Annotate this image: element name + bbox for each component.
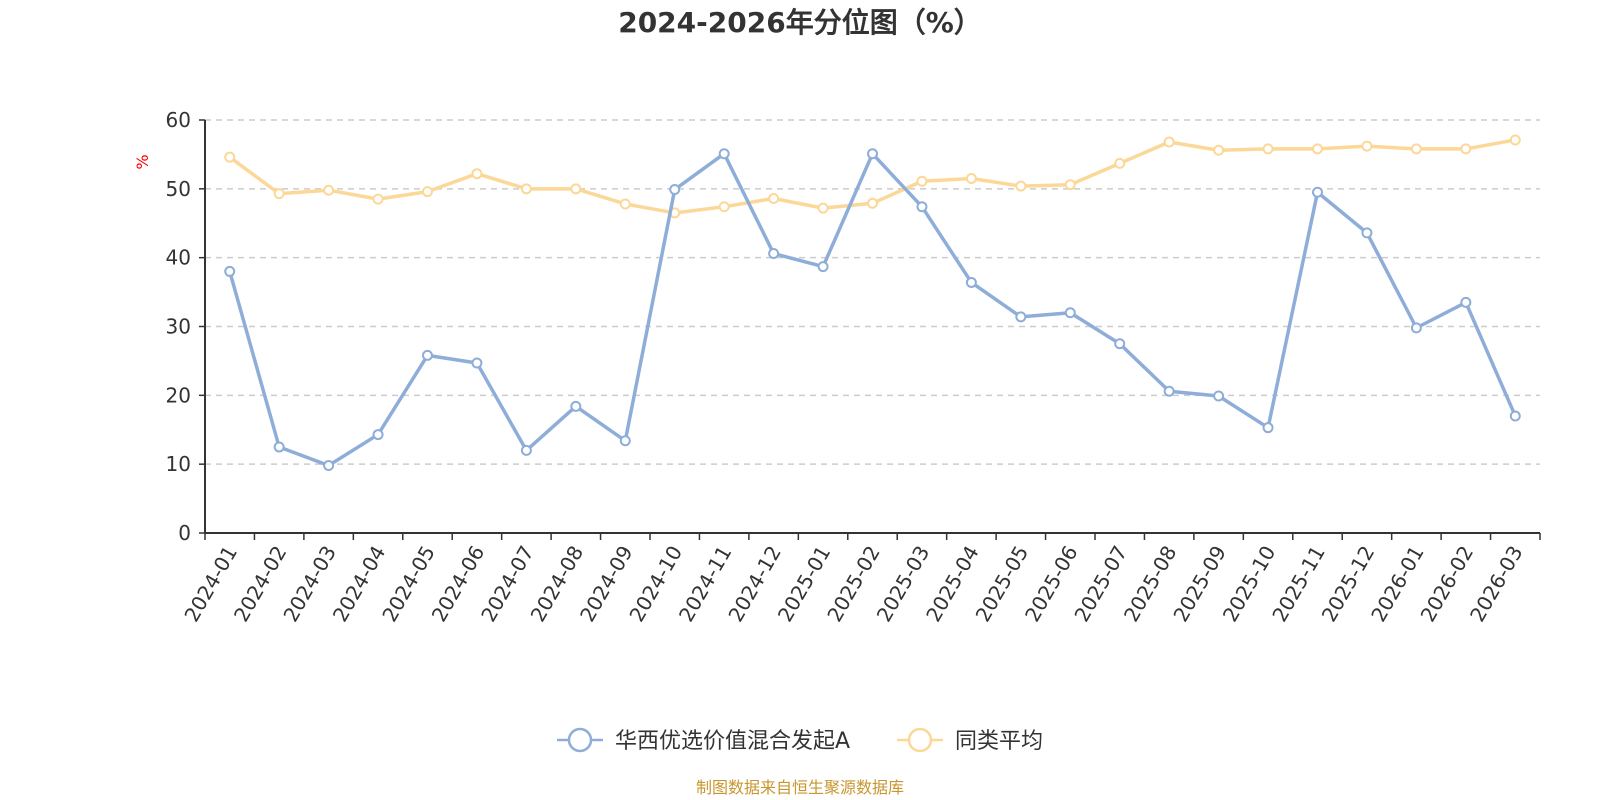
- data-point[interactable]: [1163, 385, 1175, 397]
- y-tick-label: 20: [166, 383, 191, 407]
- data-point[interactable]: [1064, 179, 1076, 191]
- series-1: [224, 148, 1521, 472]
- legend-marker: [907, 727, 933, 753]
- data-point[interactable]: [224, 265, 236, 277]
- data-point[interactable]: [1460, 143, 1472, 155]
- data-point[interactable]: [1015, 311, 1027, 323]
- data-point[interactable]: [817, 261, 829, 273]
- data-point[interactable]: [619, 198, 631, 210]
- source-note: 制图数据来自恒生聚源数据库: [696, 778, 904, 797]
- data-point[interactable]: [718, 148, 730, 160]
- data-point[interactable]: [916, 201, 928, 213]
- data-point[interactable]: [372, 193, 384, 205]
- data-point[interactable]: [422, 349, 433, 361]
- data-point[interactable]: [1509, 134, 1521, 146]
- data-point[interactable]: [1410, 322, 1422, 334]
- y-tick-label: 0: [178, 521, 191, 545]
- data-point[interactable]: [323, 184, 335, 196]
- data-point[interactable]: [1460, 296, 1472, 308]
- legend-label: 同类平均: [955, 729, 1043, 754]
- legend-label: 华西优选价值混合发起A: [615, 729, 850, 754]
- data-point[interactable]: [916, 175, 928, 187]
- grid: [205, 119, 1540, 465]
- y-tick-label: 40: [166, 246, 191, 270]
- data-point[interactable]: [1114, 338, 1126, 350]
- data-point[interactable]: [273, 441, 285, 453]
- y-tick-label: 10: [166, 452, 191, 476]
- data-point[interactable]: [520, 444, 532, 456]
- y-tick-label: 50: [166, 177, 191, 201]
- data-point[interactable]: [471, 168, 483, 180]
- data-point[interactable]: [570, 400, 582, 412]
- data-point[interactable]: [669, 184, 681, 196]
- data-point[interactable]: [570, 183, 582, 195]
- data-point[interactable]: [1509, 410, 1521, 422]
- data-point[interactable]: [372, 429, 384, 441]
- legend-item-2[interactable]: 同类平均: [897, 727, 1043, 754]
- data-point[interactable]: [471, 357, 483, 369]
- y-axis: 0 10 20 30 40 50 60: [166, 108, 206, 545]
- data-point[interactable]: [1015, 180, 1027, 192]
- data-point[interactable]: [817, 202, 829, 214]
- data-point[interactable]: [323, 460, 335, 472]
- legend-item-1[interactable]: 华西优选价值混合发起A: [557, 727, 850, 754]
- data-point[interactable]: [768, 248, 780, 260]
- data-point[interactable]: [1114, 157, 1126, 169]
- legend[interactable]: 华西优选价值混合发起A 同类平均: [557, 727, 1043, 754]
- x-axis: 2024-012024-022024-032024-042024-052024-…: [179, 532, 1541, 626]
- data-point[interactable]: [1361, 227, 1373, 239]
- y-tick-label: 30: [166, 315, 191, 339]
- y-tick-label: 60: [166, 108, 191, 132]
- data-point[interactable]: [867, 197, 878, 209]
- legend-marker: [567, 727, 593, 753]
- data-point[interactable]: [1312, 143, 1323, 155]
- data-point[interactable]: [1213, 390, 1225, 402]
- data-point[interactable]: [965, 276, 977, 288]
- data-point[interactable]: [1312, 186, 1323, 198]
- data-point[interactable]: [1262, 422, 1274, 434]
- data-point[interactable]: [520, 183, 532, 195]
- data-point[interactable]: [422, 186, 433, 198]
- y-axis-label: %: [133, 154, 152, 169]
- data-point[interactable]: [619, 435, 631, 447]
- data-point[interactable]: [1361, 140, 1373, 152]
- data-point[interactable]: [768, 192, 780, 204]
- data-point[interactable]: [224, 151, 236, 163]
- data-point[interactable]: [1213, 144, 1225, 156]
- data-point[interactable]: [718, 201, 730, 213]
- data-point[interactable]: [1410, 143, 1422, 155]
- series-2: [224, 134, 1521, 219]
- data-point[interactable]: [867, 148, 878, 160]
- series-group: [224, 134, 1521, 472]
- data-point[interactable]: [1163, 136, 1175, 148]
- data-point[interactable]: [1262, 143, 1274, 155]
- chart-title: 2024-2026年分位图（%）: [618, 6, 982, 39]
- data-point[interactable]: [965, 173, 977, 185]
- data-point[interactable]: [1064, 307, 1076, 319]
- data-point[interactable]: [273, 188, 285, 200]
